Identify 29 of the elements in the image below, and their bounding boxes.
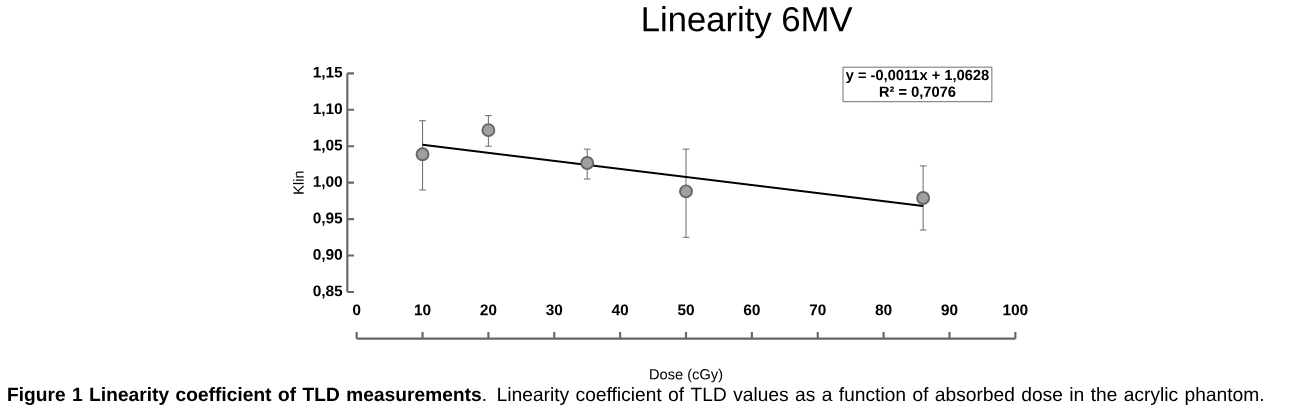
x-tick-label: 30 — [546, 304, 563, 316]
point — [679, 184, 693, 199]
point — [481, 123, 496, 138]
point — [580, 156, 595, 170]
chart-title: Linearity 6MV — [643, 6, 853, 39]
annotation: R² = 0,7076 — [879, 86, 956, 100]
x-tick-label: 60 — [743, 304, 760, 316]
x-axis-title: Dose (cGy) — [650, 368, 723, 383]
annotation: y = -0,0011x + 1,0628 — [845, 69, 989, 84]
text: Figure 1 Linearity coefficient of TLD measurements. Linearity coefficient of TLD values as a function of absorbed dose in the acrylic phantom. — [8, 387, 1263, 406]
x-tick-label: 40 — [611, 304, 629, 316]
point — [415, 147, 430, 162]
x-tick-label: 10 — [414, 304, 431, 316]
y-tick-label: 1,10 — [313, 103, 342, 117]
x-tick-label: 80 — [875, 304, 892, 316]
x-tick-label: 0 — [353, 304, 361, 316]
y-tick-label: 1,15 — [313, 66, 343, 80]
point — [916, 191, 931, 205]
y-tick-label: 1,05 — [313, 139, 343, 153]
y-tick-label: 0,90 — [313, 249, 342, 263]
x-tick-label: 20 — [480, 304, 497, 316]
y-axis-title: Klin — [293, 171, 304, 194]
x-tick-label: 70 — [809, 304, 826, 316]
y-tick-label: 0,95 — [313, 212, 343, 226]
x-tick-label: 50 — [677, 304, 694, 316]
x-tick-label: 90 — [941, 304, 958, 316]
y-tick-label: 1,00 — [313, 176, 342, 190]
y-tick-label: 0,85 — [313, 285, 343, 299]
x-tick-label: 100 — [1003, 304, 1028, 316]
